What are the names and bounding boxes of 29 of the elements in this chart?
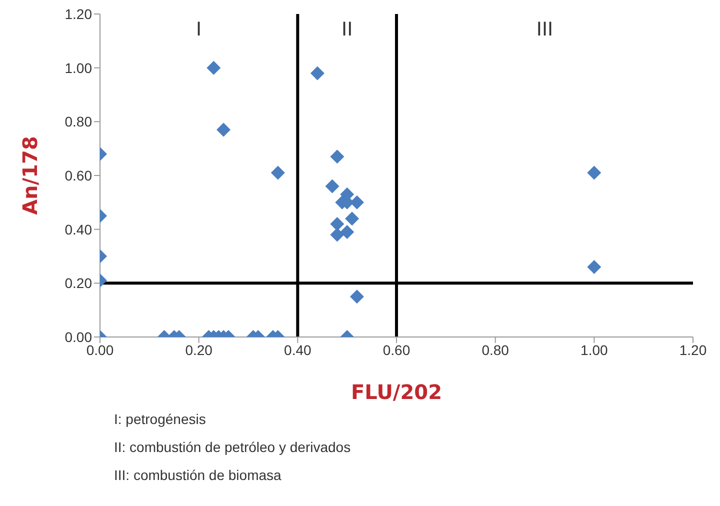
text: I: petrogénesis xyxy=(114,411,207,427)
y-tick-label: 0.80 xyxy=(64,114,92,130)
annotation: I xyxy=(196,18,202,41)
x-tick-label: 1.20 xyxy=(679,342,707,358)
point xyxy=(216,122,231,137)
point xyxy=(270,166,285,180)
annotation: III xyxy=(536,18,554,41)
point xyxy=(340,225,354,240)
y-tick-label: 1.20 xyxy=(64,6,92,22)
annotation: II xyxy=(342,18,353,41)
point xyxy=(325,179,340,194)
point xyxy=(330,150,344,164)
point xyxy=(330,228,344,242)
y-tick-label: 1.00 xyxy=(64,60,92,76)
y-tick-label: 0.60 xyxy=(64,167,92,184)
y-tick-label: 0.40 xyxy=(64,221,92,238)
x-axis-title: FLU/202 xyxy=(351,380,442,404)
x-tick-label: 1.00 xyxy=(580,342,608,358)
x-tick-label: 0.20 xyxy=(185,342,213,358)
y-axis-title: An/178 xyxy=(18,136,42,215)
point xyxy=(345,212,360,226)
x-tick-label: 0.40 xyxy=(284,342,312,358)
point xyxy=(587,166,602,180)
text: II: combustión de petróleo y derivados xyxy=(114,439,352,455)
x-tick-label: 0.80 xyxy=(482,342,510,358)
x-tick-label: 0.60 xyxy=(382,342,410,358)
y-tick-label: 0.20 xyxy=(64,275,92,292)
point xyxy=(330,216,344,231)
text: III: combustión de biomasa xyxy=(114,467,282,483)
